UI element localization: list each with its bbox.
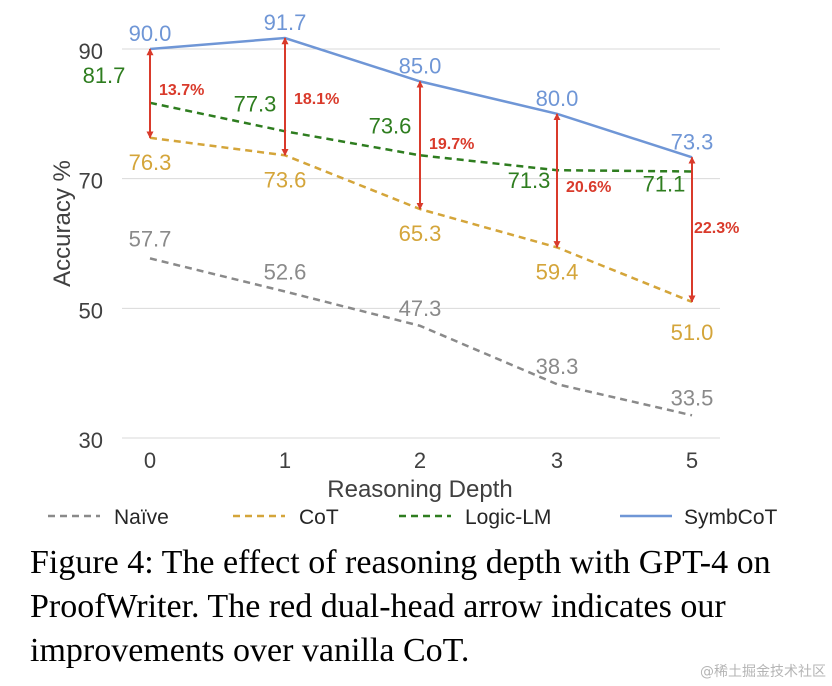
chart: 30 50 70 90 0 1 2 3 5 Reasoning Depth Accuracy % 57…: [48, 10, 778, 529]
y-axis-title: Accuracy %: [49, 160, 76, 287]
data-label: 71.3: [508, 168, 551, 193]
x-tick-label: 1: [279, 448, 291, 473]
y-tick-label: 50: [79, 298, 103, 323]
data-label: 52.6: [264, 259, 307, 284]
x-tick-label: 0: [144, 448, 156, 473]
data-label: 65.3: [399, 221, 442, 246]
improvement-label: 13.7%: [159, 82, 204, 99]
data-label: 73.6: [369, 113, 412, 138]
legend-label: Naïve: [114, 506, 169, 529]
x-tick-label: 5: [686, 448, 698, 473]
legend-label: Logic-LM: [465, 506, 551, 529]
series-line-na-ve: [149, 257, 693, 417]
data-label: 91.7: [264, 10, 307, 35]
data-label: 76.3: [129, 150, 172, 175]
data-label: 80.0: [536, 86, 579, 111]
x-tick-label: 2: [414, 448, 426, 473]
y-tick-label: 70: [79, 169, 103, 194]
y-tick-label: 30: [79, 428, 103, 453]
improvement-label: 22.3%: [694, 220, 739, 237]
figure-caption: Figure 4: The effect of reasoning depth …: [30, 544, 771, 669]
data-label: 85.0: [399, 53, 442, 78]
data-label: 57.7: [129, 226, 172, 251]
data-label: 77.3: [234, 91, 277, 116]
improvement-label: 18.1%: [294, 91, 339, 108]
data-label: 90.0: [129, 21, 172, 46]
line-chart-svg: 30 50 70 90 0 1 2 3 5 Reasoning Depth Accuracy % 57…: [48, 10, 778, 529]
x-axis-title: Reasoning Depth: [327, 476, 512, 503]
data-label: 71.1: [643, 172, 686, 197]
legend-label: CoT: [299, 506, 339, 529]
data-label: 59.4: [536, 259, 579, 284]
data-label: 81.7: [83, 63, 126, 88]
data-label: 38.3: [536, 354, 579, 379]
x-tick-label: 3: [551, 448, 563, 473]
data-label: 47.3: [399, 296, 442, 321]
legend-label: SymbCoT: [684, 506, 778, 529]
data-label: 73.6: [264, 167, 307, 192]
data-label: 33.5: [671, 385, 714, 410]
data-label: 73.3: [671, 129, 714, 154]
y-tick-label: 90: [79, 39, 103, 64]
improvement-label: 19.7%: [429, 136, 474, 153]
series-line-logic-lm: [149, 101, 693, 173]
watermark: @稀土掘金技术社区: [700, 664, 826, 680]
improvement-label: 20.6%: [566, 179, 611, 196]
data-label: 51.0: [671, 320, 714, 345]
